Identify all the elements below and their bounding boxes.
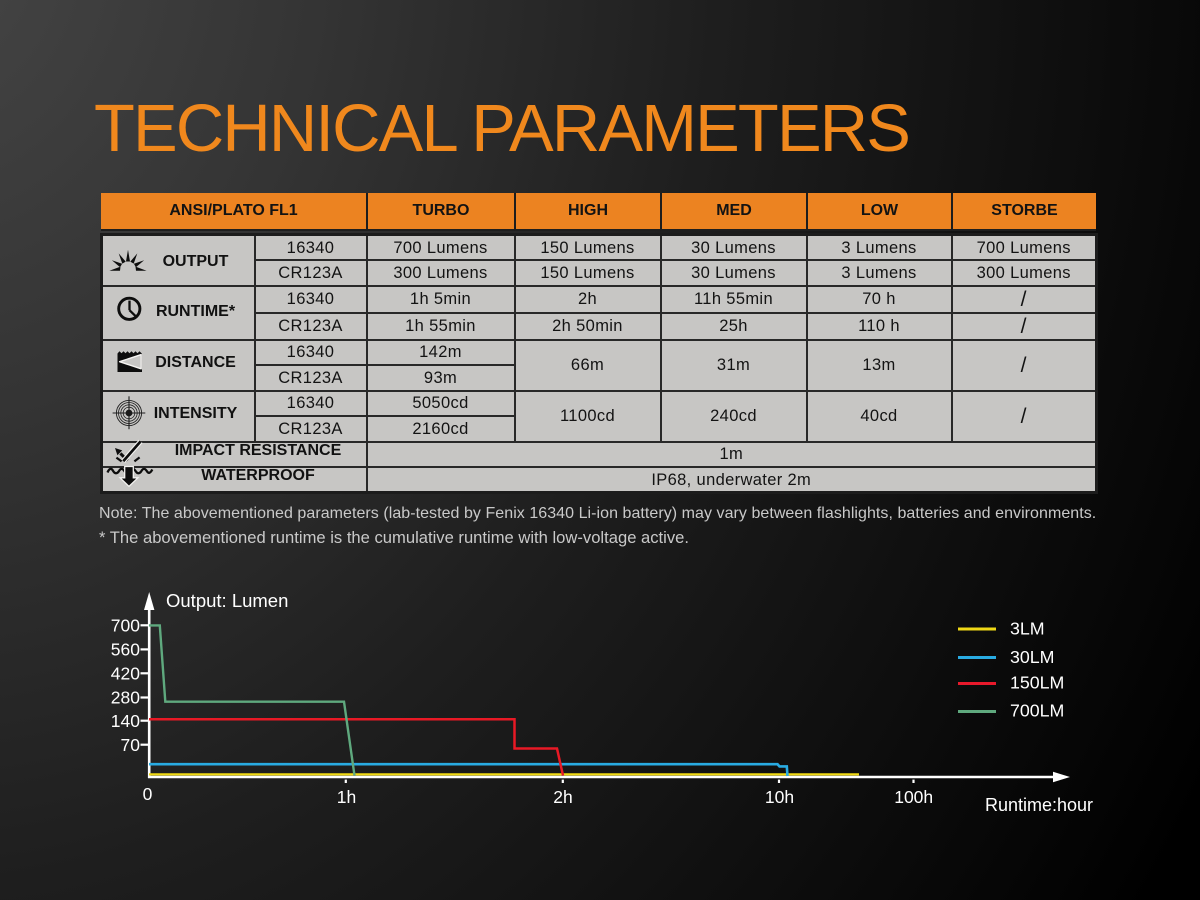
svg-text:140: 140: [111, 711, 140, 731]
svg-text:10h: 10h: [765, 787, 794, 807]
svg-text:Output: Lumen: Output: Lumen: [166, 590, 288, 611]
svg-text:100h: 100h: [894, 787, 933, 807]
svg-text:280: 280: [111, 688, 140, 708]
svg-text:560: 560: [111, 640, 140, 660]
svg-text:150LM: 150LM: [1010, 673, 1064, 693]
svg-text:70: 70: [121, 735, 141, 755]
svg-text:1h: 1h: [337, 787, 356, 807]
svg-text:3LM: 3LM: [1010, 619, 1045, 639]
svg-text:30LM: 30LM: [1010, 647, 1054, 667]
svg-text:Runtime:hour: Runtime:hour: [985, 795, 1093, 815]
svg-text:2h: 2h: [553, 787, 572, 807]
svg-text:0: 0: [143, 784, 153, 804]
svg-text:420: 420: [111, 663, 140, 683]
svg-text:700LM: 700LM: [1010, 701, 1064, 721]
svg-text:700: 700: [111, 615, 140, 635]
